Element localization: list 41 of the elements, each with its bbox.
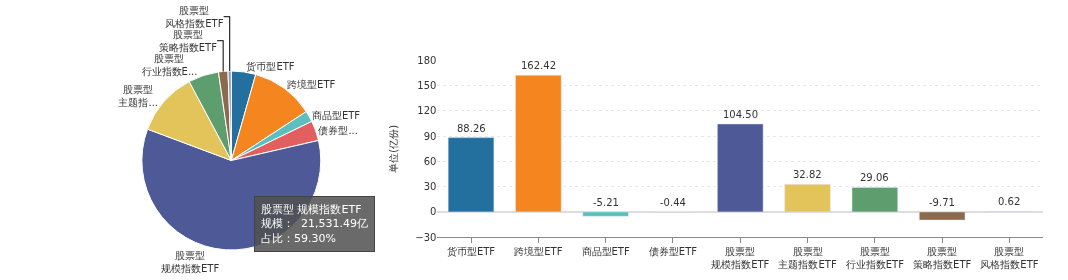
x-tick-label: 股票型风格指数ETF [980, 246, 1039, 271]
x-tick-label: 股票型主题指数ETF [778, 246, 837, 271]
y-axis-title: 单位(亿份) [388, 124, 400, 173]
data-label: -5.21 [593, 197, 619, 208]
text: 规模： 21,531.49亿 [261, 217, 368, 231]
x-tick-label: 股票型规模指数ETF [711, 246, 770, 271]
slice-label: 商品型ETF [311, 109, 361, 121]
x-tick-label: 债券型ETF [648, 246, 698, 258]
bar [582, 211, 629, 217]
text: 股票型 规模指数ETF [261, 203, 362, 216]
data-label: 88.26 [457, 123, 486, 134]
slice-label: 股票型风格指数ETF [165, 4, 224, 29]
y-tick-label: 0 [430, 206, 437, 218]
slice-label: 跨境型ETF [287, 79, 336, 91]
data-label: 29.06 [860, 172, 889, 183]
y-tick-label: 180 [417, 54, 437, 66]
slice-label: 货币型ETF [246, 61, 295, 72]
x-tick-label: 货币型ETF [446, 246, 496, 258]
slice-label: 债券型... [318, 124, 358, 136]
x-tick-label: 股票型策略指数ETF [913, 246, 972, 271]
y-tick-label: −30 [415, 231, 437, 243]
slice-label: 股票型策略指数ETF [158, 28, 218, 53]
y-tick-label: 90 [423, 130, 437, 142]
data-label: 32.82 [793, 169, 822, 180]
x-tick-label: 跨境型ETF [514, 246, 563, 258]
data-label: 162.42 [521, 60, 556, 71]
y-tick-label: 150 [417, 80, 437, 92]
x-tick-label: 股票型行业指数ETF [845, 246, 905, 271]
data-label: 0.62 [998, 196, 1021, 207]
data-label: 104.50 [723, 109, 758, 120]
slice-label: 股票型行业指数E... [141, 52, 198, 77]
text: 占比：59.30% [261, 231, 336, 245]
y-tick-label: 120 [417, 105, 437, 117]
y-tick-label: 30 [423, 181, 437, 193]
data-label: -9.71 [929, 197, 955, 208]
x-tick-label: 商品型ETF [581, 246, 630, 258]
bar [784, 184, 831, 213]
bar [919, 211, 966, 221]
slice-label: 股票型主题指... [118, 84, 159, 109]
data-label: -0.44 [660, 197, 686, 208]
y-tick-label: 60 [423, 155, 437, 167]
